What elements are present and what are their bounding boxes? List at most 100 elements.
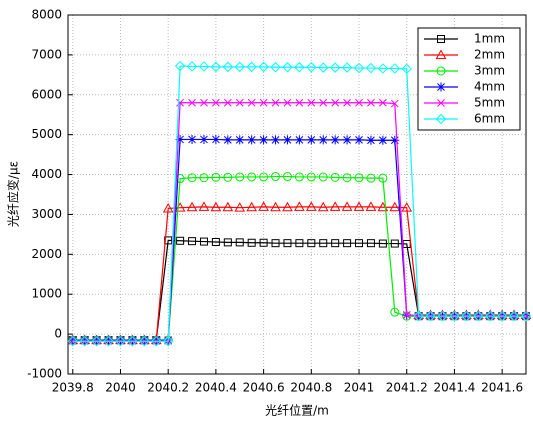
marker bbox=[270, 201, 281, 212]
marker bbox=[318, 172, 328, 182]
marker bbox=[307, 98, 316, 107]
marker bbox=[115, 335, 125, 345]
marker bbox=[354, 173, 364, 183]
marker bbox=[162, 202, 174, 213]
marker bbox=[200, 98, 208, 107]
marker bbox=[330, 172, 340, 182]
marker bbox=[355, 239, 364, 248]
marker bbox=[211, 172, 221, 182]
marker bbox=[331, 239, 340, 248]
marker bbox=[91, 336, 102, 347]
legend-label: 2mm bbox=[474, 48, 505, 62]
marker bbox=[259, 172, 269, 182]
marker bbox=[473, 310, 484, 322]
marker bbox=[282, 135, 292, 145]
marker bbox=[175, 134, 185, 144]
marker bbox=[294, 201, 305, 211]
marker bbox=[79, 336, 90, 347]
marker bbox=[329, 201, 341, 211]
marker bbox=[271, 135, 281, 145]
marker bbox=[176, 98, 184, 107]
y-tick-label: 5000 bbox=[31, 127, 62, 141]
marker bbox=[223, 135, 233, 145]
marker bbox=[235, 98, 244, 107]
legend-box bbox=[417, 27, 521, 131]
x-tick-label: 2041.6 bbox=[481, 381, 523, 395]
marker bbox=[271, 239, 280, 248]
marker bbox=[174, 60, 186, 72]
legend-marker bbox=[435, 49, 447, 59]
marker bbox=[127, 335, 137, 345]
legend-marker bbox=[436, 66, 446, 76]
marker bbox=[402, 311, 411, 319]
marker bbox=[187, 134, 197, 144]
x-tick-label: 2040.4 bbox=[195, 381, 237, 395]
marker bbox=[378, 239, 387, 248]
marker bbox=[355, 98, 363, 107]
marker bbox=[366, 239, 375, 248]
marker bbox=[235, 135, 245, 145]
marker bbox=[198, 201, 210, 211]
marker bbox=[449, 310, 460, 322]
marker bbox=[318, 135, 328, 145]
marker bbox=[379, 98, 387, 107]
marker bbox=[401, 63, 412, 75]
legend-marker bbox=[437, 35, 445, 43]
marker bbox=[187, 173, 197, 183]
marker bbox=[317, 201, 329, 212]
marker bbox=[283, 98, 292, 107]
marker bbox=[247, 135, 257, 145]
marker bbox=[354, 135, 364, 145]
series-line bbox=[72, 239, 526, 341]
marker bbox=[282, 172, 292, 182]
marker bbox=[210, 61, 222, 73]
marker bbox=[198, 61, 210, 72]
marker bbox=[461, 310, 472, 322]
y-tick-label: 3000 bbox=[31, 207, 62, 221]
marker bbox=[68, 335, 78, 345]
marker bbox=[390, 99, 399, 108]
marker bbox=[343, 239, 352, 248]
marker bbox=[318, 62, 329, 73]
marker bbox=[234, 202, 246, 212]
marker bbox=[247, 172, 257, 182]
x-tick-label: 2040.8 bbox=[290, 381, 332, 395]
legend-marker bbox=[436, 82, 446, 92]
marker bbox=[211, 134, 221, 144]
marker bbox=[353, 62, 365, 74]
marker bbox=[341, 201, 353, 211]
marker bbox=[247, 238, 256, 247]
marker bbox=[67, 336, 78, 347]
marker bbox=[331, 98, 340, 107]
plot-frame bbox=[67, 14, 527, 375]
marker bbox=[139, 336, 150, 347]
marker bbox=[389, 63, 401, 74]
y-tick-label: 1000 bbox=[31, 287, 62, 301]
marker bbox=[425, 310, 436, 322]
marker bbox=[186, 201, 198, 212]
marker bbox=[271, 172, 281, 182]
marker bbox=[212, 98, 220, 107]
y-tick-label: 2000 bbox=[31, 247, 62, 261]
marker bbox=[223, 172, 233, 182]
marker bbox=[270, 62, 281, 73]
marker bbox=[259, 98, 268, 107]
marker bbox=[295, 239, 304, 248]
y-axis-label: 光纤应变/με bbox=[6, 161, 21, 227]
y-tick-label: 8000 bbox=[31, 8, 62, 22]
marker bbox=[188, 237, 197, 246]
marker bbox=[365, 62, 377, 74]
marker bbox=[342, 135, 352, 145]
marker bbox=[235, 238, 244, 247]
marker bbox=[282, 201, 293, 212]
marker bbox=[366, 135, 376, 145]
y-tick-label: 4000 bbox=[31, 167, 62, 181]
legend-label: 5mm bbox=[474, 96, 505, 110]
marker bbox=[330, 135, 340, 145]
marker bbox=[378, 135, 388, 145]
marker bbox=[115, 336, 126, 347]
marker bbox=[496, 310, 508, 322]
legend-marker bbox=[435, 113, 447, 125]
legend-label: 6mm bbox=[474, 112, 505, 126]
